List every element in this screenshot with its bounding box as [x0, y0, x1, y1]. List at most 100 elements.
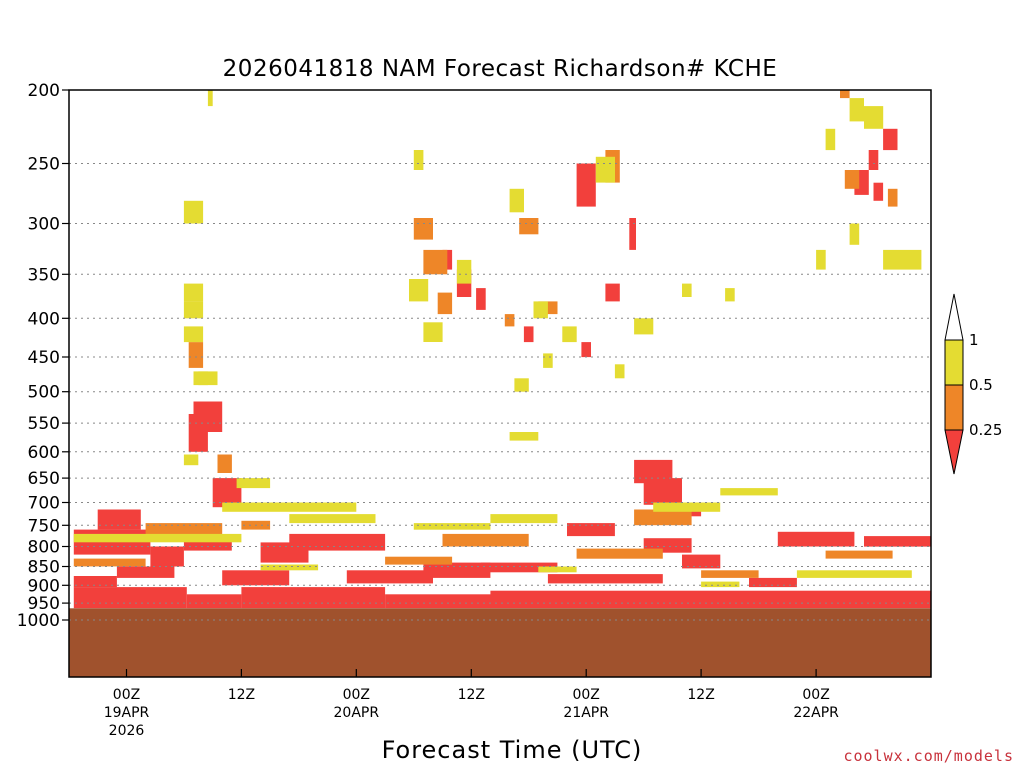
ri-cell: [547, 574, 663, 584]
ri-cell: [504, 314, 515, 327]
ri-cell: [777, 531, 855, 547]
x-tick-label: 00Z: [343, 687, 370, 703]
ri-cell: [849, 98, 864, 122]
legend-upper-triangle: [944, 293, 964, 341]
ri-cell: [73, 576, 117, 588]
ri-cell: [73, 558, 146, 567]
ri-cell: [193, 401, 223, 432]
ri-cell: [643, 478, 682, 505]
ri-cell: [701, 570, 759, 578]
ri-cell: [816, 249, 826, 270]
ri-cell: [682, 554, 721, 569]
below-ground-layer: [69, 608, 931, 677]
x-tick-label: 12Z: [458, 687, 485, 703]
ri-cell: [883, 128, 898, 151]
ri-cell: [634, 459, 673, 484]
ri-cell: [490, 590, 931, 609]
ri-cell: [222, 570, 290, 586]
ri-cell: [614, 364, 625, 379]
ri-cell: [183, 200, 204, 224]
ri-cell: [183, 301, 204, 319]
ri-cell: [490, 514, 558, 524]
x-axis-ticks: 00Z 19APR 2026 12Z 00Z 20APR 12Z 00Z 21APR 12Z 00Z…: [104, 669, 839, 739]
ri-cell: [533, 301, 548, 319]
ri-cell: [629, 218, 636, 250]
x-tick-date-label: 20APR: [334, 705, 380, 721]
y-tick-label: 900: [28, 576, 60, 596]
x-tick-date-label: 21APR: [563, 705, 609, 721]
ri-cell: [413, 218, 433, 240]
ri-cell: [409, 279, 429, 302]
ri-cell: [289, 514, 376, 524]
y-tick-label: 800: [28, 538, 60, 558]
ri-cell: [241, 587, 386, 609]
x-tick-label: 00Z: [113, 687, 140, 703]
x-tick-date-label: 22APR: [793, 705, 839, 721]
chart-title: 2026041818 NAM Forecast Richardson# KCHE: [223, 56, 778, 82]
ri-cell: [73, 587, 187, 609]
x-tick-date-label: 2026: [109, 723, 145, 739]
y-tick-label: 500: [28, 383, 60, 403]
plot-frame: [68, 89, 932, 678]
pressure-gridlines: [69, 163, 931, 621]
x-tick-label: 12Z: [228, 687, 255, 703]
ri-cell: [868, 150, 879, 170]
ri-cell: [385, 556, 453, 565]
ri-cell: [198, 371, 218, 386]
ri-cell: [289, 533, 386, 551]
below-ground-fill: [69, 608, 931, 677]
y-tick-label: 950: [28, 594, 60, 614]
ri-cell: [509, 432, 539, 441]
ri-cell: [222, 502, 357, 512]
ri-cell: [480, 562, 558, 573]
ri-cell: [116, 566, 175, 578]
site-credit: coolwx.com/models: [843, 747, 1014, 765]
ri-cell: [183, 283, 204, 302]
legend-level-label: 0.25: [969, 421, 1002, 439]
richardson-cells: [73, 90, 931, 609]
y-tick-label: 450: [28, 348, 60, 368]
ri-cell: [538, 566, 577, 573]
y-tick-label: 650: [28, 469, 60, 489]
legend-lower-triangle: [944, 429, 964, 475]
ri-cell: [186, 594, 242, 609]
ri-cell: [236, 478, 271, 489]
ri-cell: [720, 488, 778, 496]
color-legend: 0.25 0.5 1: [944, 293, 1002, 475]
ri-cell: [519, 218, 539, 235]
ri-cell: [682, 283, 692, 297]
ri-cell: [634, 509, 692, 526]
ri-cell: [346, 570, 433, 584]
y-tick-label: 600: [28, 443, 60, 463]
ri-cell: [605, 283, 620, 302]
ri-cell: [581, 342, 591, 358]
ri-cell: [423, 562, 491, 578]
ri-cell: [456, 259, 472, 284]
ri-cell: [825, 550, 893, 559]
y-tick-label: 200: [28, 81, 60, 101]
ri-cell: [217, 454, 232, 473]
x-tick-date-label: 19APR: [104, 705, 150, 721]
ri-cell: [864, 106, 884, 129]
ri-cell: [873, 182, 884, 201]
y-tick-label: 250: [28, 155, 60, 175]
ri-cell: [887, 188, 898, 207]
y-tick-label: 550: [28, 414, 60, 434]
legend-level-label: 0.5: [969, 376, 993, 394]
ri-cell: [749, 577, 797, 588]
x-tick-label: 00Z: [572, 687, 599, 703]
ri-cell: [150, 546, 184, 567]
ri-cell: [576, 163, 596, 207]
x-axis-label: Forecast Time (UTC): [382, 736, 643, 764]
ri-cell: [523, 326, 534, 343]
ri-cell: [653, 502, 721, 512]
ri-cell: [634, 318, 654, 335]
ri-cell: [207, 90, 213, 107]
ri-cell: [844, 170, 860, 189]
ri-cell: [97, 509, 141, 530]
y-tick-label: 350: [28, 265, 60, 285]
ri-cell: [260, 564, 319, 571]
legend-level-label: 1: [969, 331, 979, 349]
ri-cell: [73, 533, 242, 543]
